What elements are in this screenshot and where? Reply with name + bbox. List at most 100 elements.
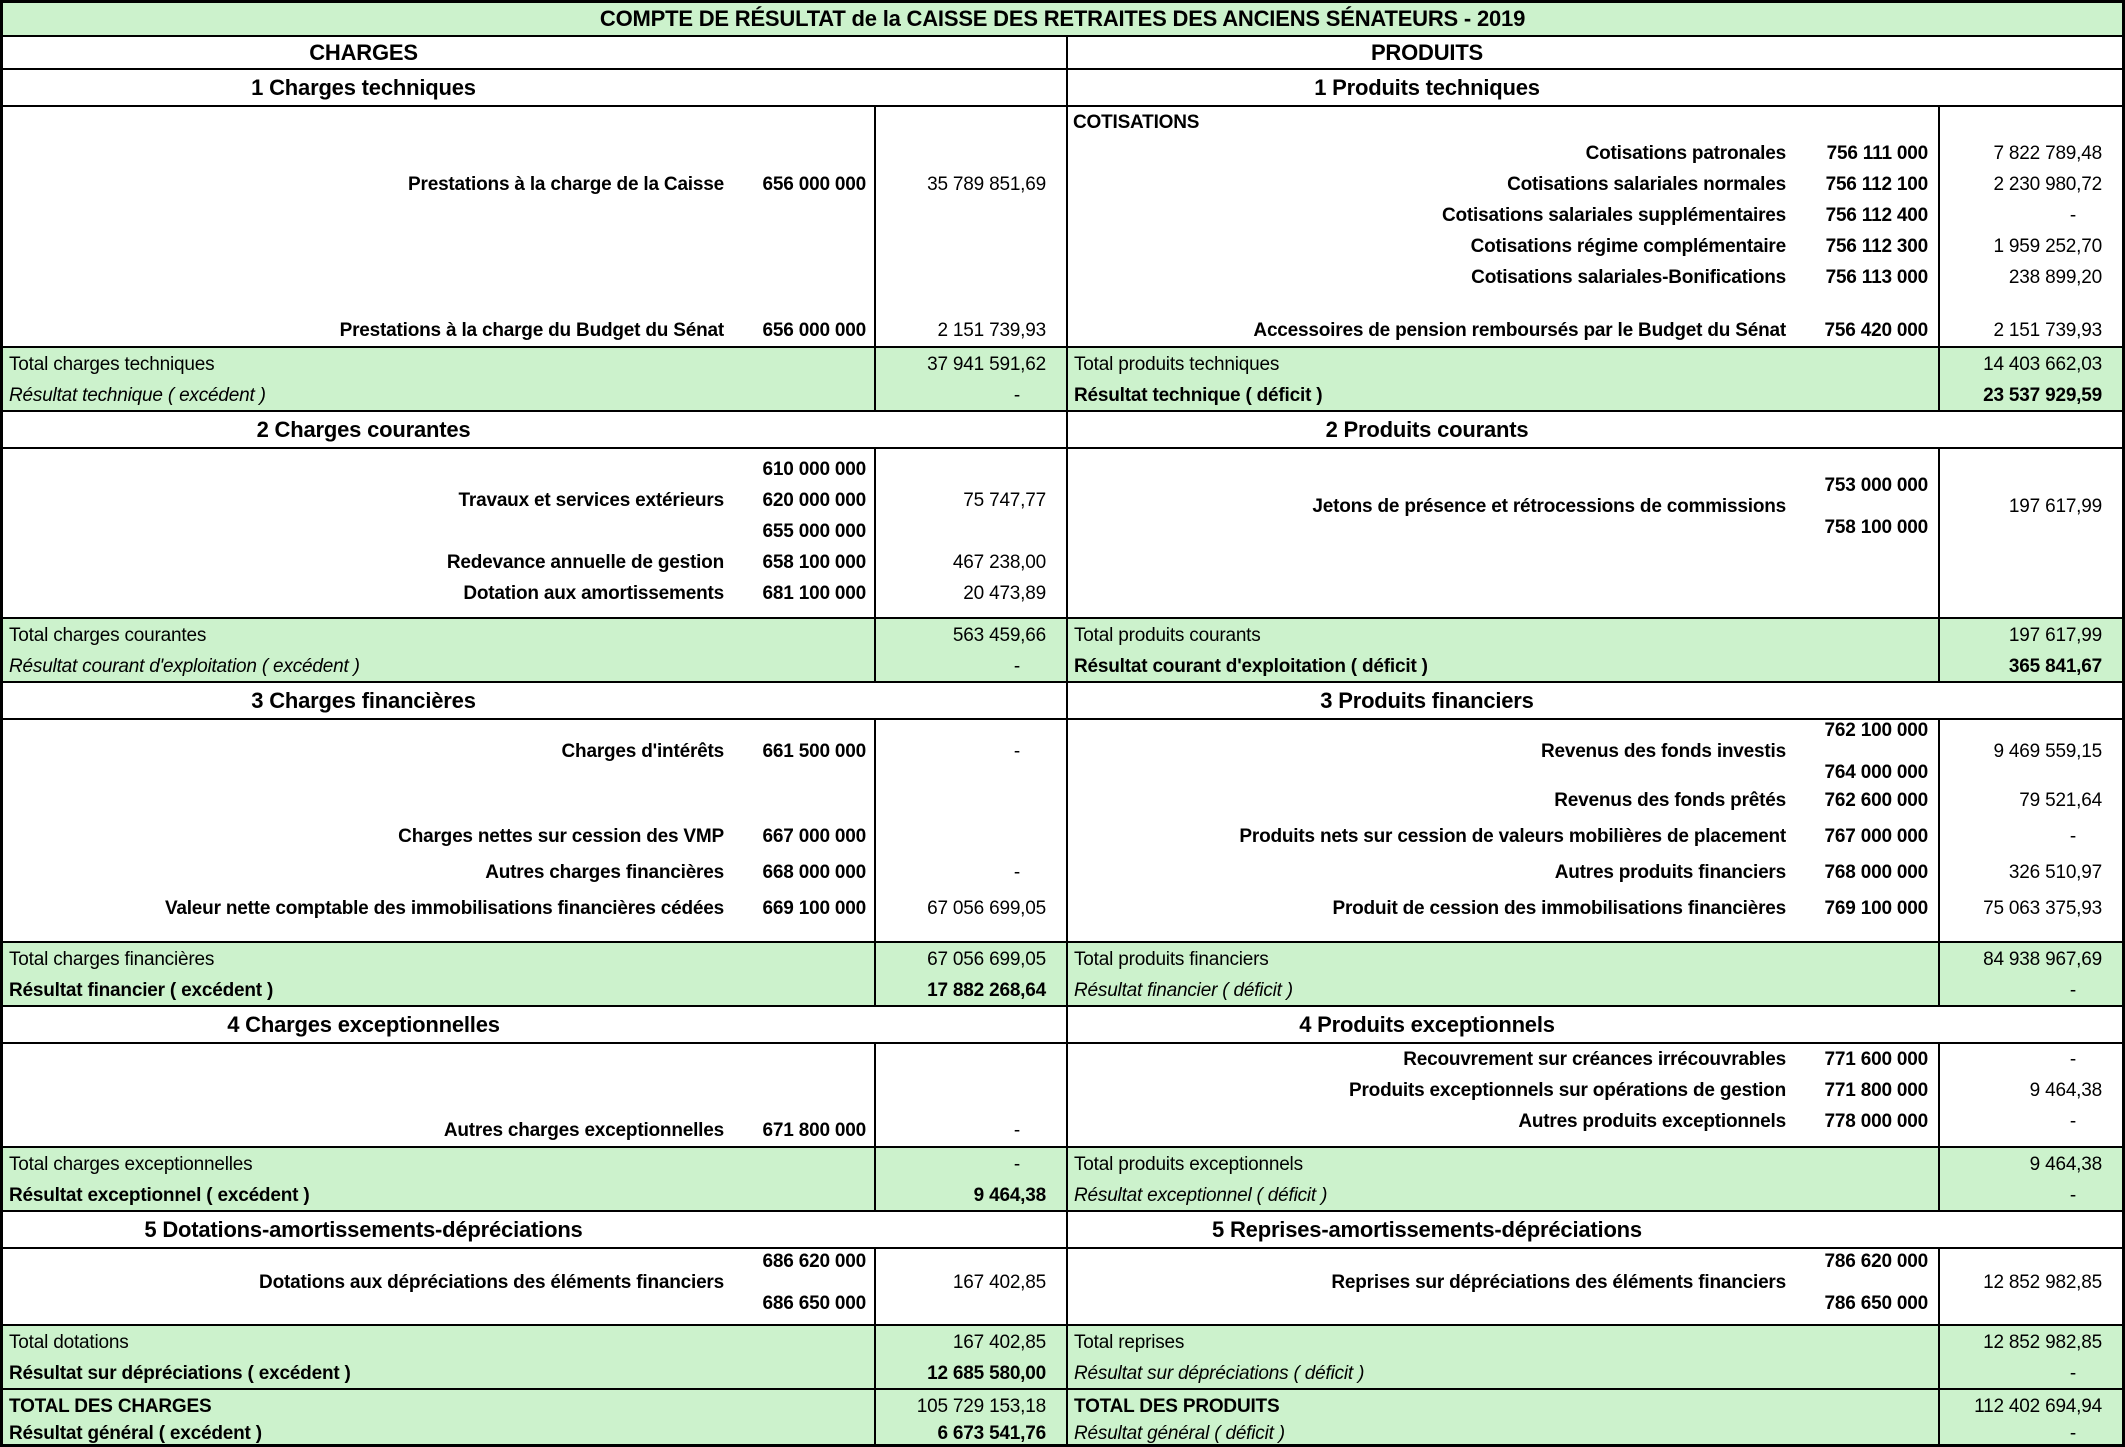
account-number: 756 113 000 xyxy=(1825,266,1929,288)
total-amount: 84 938 967,69 xyxy=(1983,948,2102,970)
divider xyxy=(874,449,876,617)
grand-result-row: Résultat général ( déficit ) - xyxy=(1068,1423,2122,1444)
section3-produits-totals: Total produits financiers 84 938 967,69 … xyxy=(1066,943,2122,1005)
total-label: Total charges exceptionnelles xyxy=(9,1153,253,1175)
produits-header: PRODUITS xyxy=(1370,39,1484,65)
section3-produits-header-cell: 3 Produits financiers xyxy=(1066,683,2122,718)
table-row: 686 650 000 xyxy=(3,1293,1066,1314)
account-number: 758 100 000 xyxy=(1824,516,1929,538)
row-label: Dotations aux dépréciations des éléments… xyxy=(259,1271,724,1293)
table-row: Prestations à la charge de la Caisse 656… xyxy=(3,169,1066,200)
table-row: Cotisations salariales supplémentaires 7… xyxy=(1068,200,2122,231)
account-number: 756 112 100 xyxy=(1825,173,1929,195)
section3-produits-title: 3 Produits financiers xyxy=(1320,687,1534,713)
amount-cell: - xyxy=(1013,862,1020,883)
grand-total-label: TOTAL DES PRODUITS xyxy=(1074,1395,1280,1417)
grand-charges-totals: TOTAL DES CHARGES 105 729 153,18 Résulta… xyxy=(3,1390,1066,1444)
section5-charges-header-cell: 5 Dotations-amortissements-dépréciations xyxy=(3,1212,1066,1247)
account-number: 768 000 000 xyxy=(1824,862,1929,883)
section1-totals-band: Total charges techniques 37 941 591,62 R… xyxy=(3,348,2122,412)
row-label: Autres charges exceptionnelles xyxy=(443,1119,724,1141)
account-number: 762 100 000 xyxy=(1824,720,1929,741)
result-row: Résultat financier ( déficit ) - xyxy=(1068,976,2122,1005)
table-row: Revenus des fonds prêtés 762 600 000 79 … xyxy=(1068,783,2122,819)
row-label: Jetons de présence et rétrocessions de c… xyxy=(1312,495,1786,517)
section5-produits-title: 5 Reprises-amortissements-dépréciations xyxy=(1212,1216,1642,1242)
amount-cell: 2 151 739,93 xyxy=(937,319,1046,341)
amount-cell: 20 473,89 xyxy=(963,582,1046,604)
divider xyxy=(1938,1148,1940,1210)
section2-totals-band: Total charges courantes 563 459,66 Résul… xyxy=(3,619,2122,683)
account-number: 655 000 000 xyxy=(762,520,867,542)
total-row: Total reprises 12 852 982,85 xyxy=(1068,1326,2122,1359)
section2-charges-title: 2 Charges courantes xyxy=(256,416,471,442)
result-label: Résultat financier ( déficit ) xyxy=(1074,979,1293,1001)
divider xyxy=(874,1326,876,1388)
account-number: 767 000 000 xyxy=(1824,826,1929,847)
table-row: Travaux et services extérieurs 620 000 0… xyxy=(3,485,1066,516)
result-label: Résultat exceptionnel ( déficit ) xyxy=(1074,1184,1328,1206)
divider xyxy=(874,943,876,1005)
account-number: 686 650 000 xyxy=(762,1292,867,1314)
account-number: 681 100 000 xyxy=(762,582,867,604)
section5-body: 686 620 000 Dotations aux dépréciations … xyxy=(3,1249,2122,1326)
section3-charges-totals: Total charges financières 67 056 699,05 … xyxy=(3,943,1066,1005)
spacer xyxy=(1068,449,2122,475)
total-row: Total charges courantes 563 459,66 xyxy=(3,619,1066,652)
amount-cell: 7 822 789,48 xyxy=(1993,142,2102,164)
total-row: Total charges exceptionnelles - xyxy=(3,1148,1066,1181)
row-label: Prestations à la charge de la Caisse xyxy=(408,173,724,195)
total-amount: 12 852 982,85 xyxy=(1983,1331,2102,1353)
divider xyxy=(874,1148,876,1210)
section1-charges-totals: Total charges techniques 37 941 591,62 R… xyxy=(3,348,1066,410)
amount-cell: 238 899,20 xyxy=(2008,266,2102,288)
grand-totals-band: TOTAL DES CHARGES 105 729 153,18 Résulta… xyxy=(3,1390,2122,1444)
amount-cell: 9 464,38 xyxy=(2029,1079,2103,1101)
grand-total-amount: 105 729 153,18 xyxy=(916,1395,1046,1417)
row-label: Travaux et services extérieurs xyxy=(458,489,724,511)
section2-charges-totals: Total charges courantes 563 459,66 Résul… xyxy=(3,619,1066,681)
total-label: Total charges financières xyxy=(9,948,215,970)
divider xyxy=(1938,619,1940,681)
section3-body: Charges d'intérêts 661 500 000 - Charges… xyxy=(3,720,2122,943)
amount-cell: 467 238,00 xyxy=(952,551,1046,573)
row-label: Produit de cession des immobilisations f… xyxy=(1332,898,1786,919)
row-label: Cotisations patronales xyxy=(1585,142,1786,164)
section5-header-row: 5 Dotations-amortissements-dépréciations… xyxy=(3,1212,2122,1249)
section1-body: Prestations à la charge de la Caisse 656… xyxy=(3,107,2122,348)
page-title: COMPTE DE RÉSULTAT de la CAISSE DES RETR… xyxy=(599,6,1526,31)
table-row: Autres charges exceptionnelles 671 800 0… xyxy=(3,1115,1066,1146)
result-row: Résultat courant d'exploitation ( défici… xyxy=(1068,652,2122,681)
divider xyxy=(874,619,876,681)
spacer xyxy=(3,107,1066,169)
table-row: Redevance annuelle de gestion 658 100 00… xyxy=(3,547,1066,578)
result-label: Résultat sur dépréciations ( déficit ) xyxy=(1074,1362,1365,1384)
total-amount: 167 402,85 xyxy=(952,1331,1046,1353)
account-number: 764 000 000 xyxy=(1824,761,1929,783)
section3-charges-title: 3 Charges financières xyxy=(251,687,476,713)
result-label: Résultat financier ( excédent ) xyxy=(9,979,274,1001)
row-label: Accessoires de pension remboursés par le… xyxy=(1253,319,1786,341)
amount-cell: - xyxy=(2069,826,2076,847)
account-number: 661 500 000 xyxy=(762,740,867,762)
table-row: Cotisations patronales 756 111 000 7 822… xyxy=(1068,138,2122,169)
spacer xyxy=(3,762,1066,819)
amount-cell: - xyxy=(1013,1119,1020,1141)
total-label: Total produits courants xyxy=(1074,624,1261,646)
table-row: Recouvrement sur créances irrécouvrables… xyxy=(1068,1044,2122,1075)
amount-cell: 167 402,85 xyxy=(952,1271,1046,1293)
table-row: Autres charges financières 668 000 000 - xyxy=(3,855,1066,891)
section1-charges-title: 1 Charges techniques xyxy=(251,74,476,100)
row-label: Prestations à la charge du Budget du Sén… xyxy=(339,319,724,341)
amount-cell: - xyxy=(2069,1048,2076,1070)
account-number: 778 000 000 xyxy=(1824,1110,1929,1132)
amount-cell: 75 747,77 xyxy=(963,489,1046,511)
account-number: 620 000 000 xyxy=(762,489,867,511)
row-label: Charges d'intérêts xyxy=(561,740,724,762)
total-label: Total reprises xyxy=(1074,1331,1185,1353)
result-row: Résultat exceptionnel ( excédent ) 9 464… xyxy=(3,1181,1066,1210)
section3-totals-band: Total charges financières 67 056 699,05 … xyxy=(3,943,2122,1007)
account-number: 786 620 000 xyxy=(1824,1250,1929,1272)
section4-charges-body: Autres charges exceptionnelles 671 800 0… xyxy=(3,1044,1066,1146)
